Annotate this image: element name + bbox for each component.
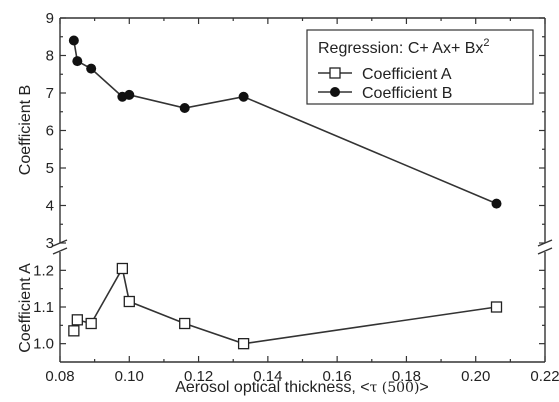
y-tick-label: 8 <box>46 48 54 65</box>
x-axis-title: Aerosol optical thickness, <τ (500)> <box>175 379 429 396</box>
x-tick-label: 0.14 <box>253 368 282 385</box>
data-point-coefficient-b <box>124 89 135 100</box>
data-point-coefficient-b <box>68 35 79 46</box>
x-tick-label: 0.10 <box>115 368 144 385</box>
y-axis-title-coefficient-b: Coefficient B <box>17 85 34 175</box>
series-layer <box>68 35 503 350</box>
data-point-coefficient-b <box>86 63 97 74</box>
data-point-coefficient-a <box>116 262 129 275</box>
data-point-coefficient-b <box>179 103 190 113</box>
series-line-coefficient-a <box>73 266 497 345</box>
series-coefficient-b <box>68 35 502 209</box>
y-axis-title-coefficient-a: Coefficient A <box>17 263 34 353</box>
data-point-coefficient-a <box>237 338 250 350</box>
y-axis-ticks-coefficient-a: 1.0 1.1 1.2 <box>33 262 545 353</box>
y-tick-label: 4 <box>46 198 54 215</box>
x-tick-label: 0.08 <box>45 368 74 385</box>
series-coefficient-a <box>68 262 503 350</box>
legend-marker-coefficient-b <box>330 87 340 97</box>
y-tick-label: 5 <box>46 160 54 177</box>
legend: Regression: C+ Ax+ Bx2 Coefficient A Coe… <box>306 29 534 105</box>
x-tick-label: 0.12 <box>184 368 213 385</box>
y-tick-label: 1.1 <box>33 299 54 316</box>
y-tick-label: 1.0 <box>33 336 54 353</box>
legend-label-coefficient-b: Coefficient B <box>362 85 452 102</box>
y-tick-label: 9 <box>46 10 54 27</box>
data-point-coefficient-a <box>68 325 80 337</box>
data-point-coefficient-b <box>491 198 502 209</box>
y-axis-ticks-coefficient-b: 3 4 5 6 7 8 9 <box>46 10 545 252</box>
legend-label-coefficient-a: Coefficient A <box>362 66 452 83</box>
y-tick-label: 6 <box>46 123 54 140</box>
data-point-coefficient-b <box>72 56 83 67</box>
x-axis-ticks: 0.08 0.10 0.12 0.14 0.16 0.18 0.20 0.22 <box>45 18 559 385</box>
data-point-coefficient-a <box>490 301 503 313</box>
x-tick-label: 0.18 <box>392 368 421 385</box>
y-tick-label: 7 <box>46 85 54 102</box>
data-point-coefficient-a <box>179 317 191 330</box>
data-point-coefficient-a <box>71 314 83 326</box>
x-tick-label: 0.20 <box>461 368 490 385</box>
x-tick-label: 0.16 <box>323 368 352 385</box>
x-tick-label: 0.22 <box>530 368 559 385</box>
y-tick-label: 3 <box>46 235 54 252</box>
data-point-coefficient-b <box>238 91 249 102</box>
data-point-coefficient-a <box>123 295 135 308</box>
legend-title: Regression: C+ Ax+ Bx2 <box>318 37 490 57</box>
legend-marker-coefficient-a <box>329 67 341 79</box>
data-point-coefficient-a <box>85 317 97 330</box>
y-tick-label: 1.2 <box>33 262 54 279</box>
